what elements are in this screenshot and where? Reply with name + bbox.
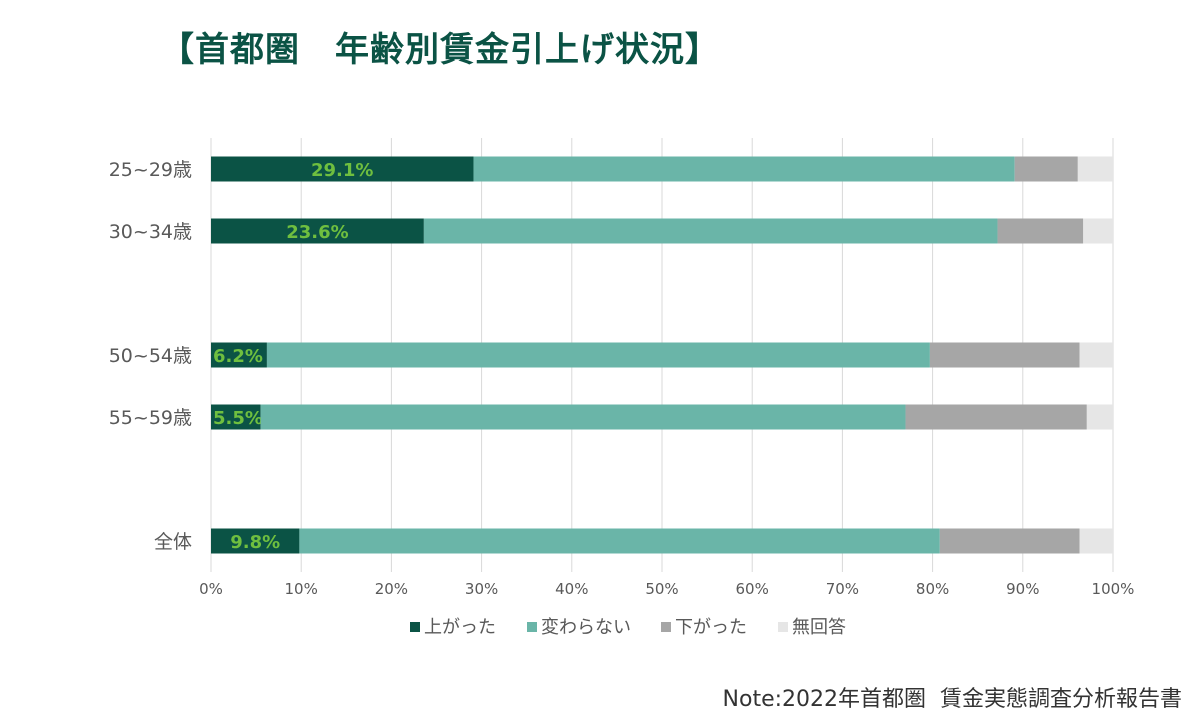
chart-title: 【首都圏 年齢別賃金引上げ状況】: [160, 30, 720, 70]
data-label: 9.8%: [230, 532, 280, 553]
category-label: 30~34歳: [109, 221, 192, 243]
x-tick-label: 60%: [736, 580, 769, 598]
category-label: 25~29歳: [109, 159, 192, 181]
data-label: 5.5%: [213, 408, 263, 429]
bar-segment: [211, 218, 424, 244]
bar-segment: [211, 156, 474, 182]
category-label: 55~59歳: [109, 407, 192, 429]
x-tick-label: 0%: [199, 580, 223, 598]
source-note: Note:2022年首都圏 賃金実態調査分析報告書: [722, 687, 1182, 712]
category-label: 全体: [154, 531, 192, 553]
legend-label: 無回答: [792, 617, 846, 638]
bar-segment: [997, 218, 1084, 244]
bar-segment: [1077, 156, 1113, 182]
bar-segment: [1014, 156, 1078, 182]
bar-segment: [929, 342, 1080, 368]
legend-swatch: [527, 622, 537, 632]
bar-segment: [260, 404, 906, 430]
legend-swatch: [661, 622, 671, 632]
x-tick-label: 10%: [285, 580, 318, 598]
bar-segment: [1079, 528, 1113, 554]
x-tick-label: 30%: [465, 580, 498, 598]
bar-segment: [266, 342, 930, 368]
bar-segment: [211, 404, 261, 430]
bar-segment: [1086, 404, 1113, 430]
x-tick-label: 70%: [826, 580, 859, 598]
legend-swatch: [778, 622, 788, 632]
bar-segment: [473, 156, 1015, 182]
x-tick-label: 80%: [916, 580, 949, 598]
bar-segment: [211, 342, 267, 368]
legend-label: 上がった: [424, 617, 496, 638]
x-tick-label: 100%: [1092, 580, 1135, 598]
data-label: 23.6%: [286, 222, 348, 243]
legend-swatch: [410, 622, 420, 632]
category-label: 50~54歳: [109, 345, 192, 367]
bar-segment: [299, 528, 940, 554]
bar-segment: [1079, 342, 1113, 368]
x-tick-label: 40%: [555, 580, 588, 598]
x-tick-label: 20%: [375, 580, 408, 598]
bar-segment: [939, 528, 1080, 554]
x-tick-label: 50%: [645, 580, 678, 598]
bar-segment: [1083, 218, 1113, 244]
legend-label: 下がった: [675, 617, 747, 638]
bar-segment: [211, 528, 300, 554]
data-label: 6.2%: [213, 346, 263, 367]
data-label: 29.1%: [311, 160, 373, 181]
x-tick-label: 90%: [1006, 580, 1039, 598]
bar-segment: [905, 404, 1087, 430]
bar-segment: [423, 218, 998, 244]
legend-label: 変わらない: [541, 617, 631, 638]
